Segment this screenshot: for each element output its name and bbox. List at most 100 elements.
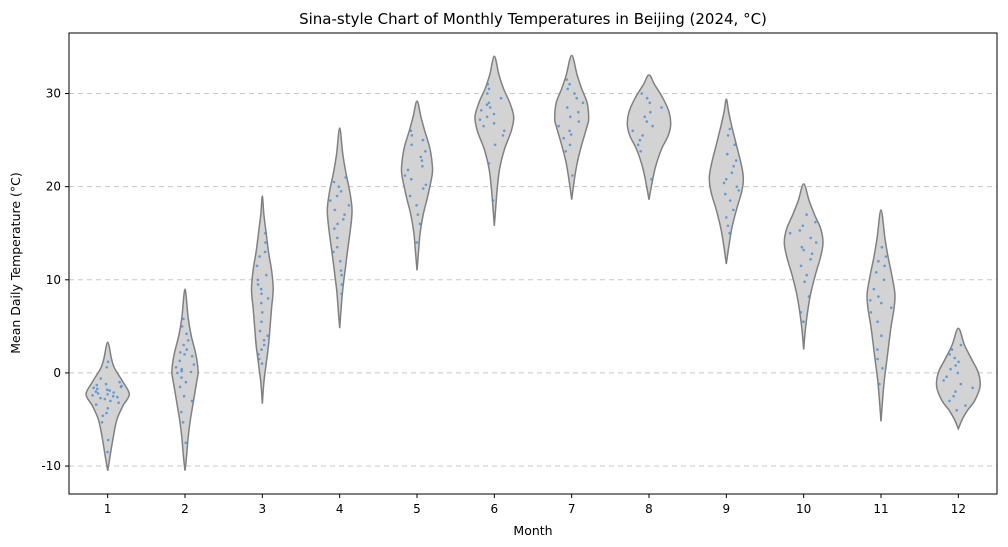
data-point-month-3-8 xyxy=(260,320,263,324)
data-point-month-9-2 xyxy=(725,216,728,219)
data-point-month-5-15 xyxy=(421,138,425,142)
data-point-month-6-2 xyxy=(493,143,497,147)
violins xyxy=(85,54,981,471)
data-point-month-1-24 xyxy=(95,383,99,387)
data-point-month-1-8 xyxy=(109,399,112,403)
data-point-month-12-5 xyxy=(971,386,974,390)
data-point-month-6-4 xyxy=(503,129,506,133)
data-point-month-5-7 xyxy=(410,177,413,181)
data-point-month-8-3 xyxy=(638,138,642,142)
data-point-month-5-17 xyxy=(409,129,413,133)
data-point-month-9-15 xyxy=(726,134,730,137)
data-point-month-7-2 xyxy=(568,143,572,147)
data-point-month-11-16 xyxy=(884,255,888,258)
x-tick-label-9: 9 xyxy=(723,502,731,516)
data-point-month-3-5 xyxy=(262,339,266,342)
data-point-month-5-3 xyxy=(415,204,418,207)
data-point-month-1-9 xyxy=(103,397,107,401)
data-point-month-3-7 xyxy=(258,329,262,333)
data-point-month-3-20 xyxy=(264,241,267,244)
y-tick-label-20: 20 xyxy=(46,180,61,194)
data-point-month-2-14 xyxy=(178,359,182,363)
data-point-month-1-21 xyxy=(92,386,95,390)
x-tick-label-10: 10 xyxy=(796,502,811,516)
data-point-month-6-10 xyxy=(480,109,483,112)
data-point-month-12-12 xyxy=(957,360,960,364)
data-point-month-7-10 xyxy=(566,106,569,109)
x-axis-label: Month xyxy=(513,523,552,538)
data-point-month-2-11 xyxy=(180,367,183,371)
data-point-month-11-5 xyxy=(876,320,879,324)
data-point-month-6-0 xyxy=(491,199,495,202)
data-point-month-1-20 xyxy=(96,387,99,391)
x-tick-label-11: 11 xyxy=(873,502,888,516)
violin-month-8 xyxy=(626,74,672,200)
data-point-month-5-1 xyxy=(418,222,422,226)
data-point-month-10-0 xyxy=(802,320,805,324)
data-point-month-10-15 xyxy=(814,220,817,224)
data-point-month-5-16 xyxy=(410,134,414,137)
data-point-month-6-16 xyxy=(487,87,491,91)
data-point-month-6-6 xyxy=(492,122,496,125)
data-point-month-8-5 xyxy=(631,129,635,133)
data-point-month-12-3 xyxy=(952,394,955,398)
data-point-month-11-7 xyxy=(890,306,893,310)
grid-lines xyxy=(69,93,997,467)
data-point-month-9-3 xyxy=(732,208,735,212)
data-point-month-4-1 xyxy=(340,283,344,286)
data-point-month-1-12 xyxy=(111,394,115,398)
data-point-month-1-10 xyxy=(99,396,102,400)
data-point-month-10-13 xyxy=(798,229,802,232)
data-point-month-5-6 xyxy=(424,183,428,187)
data-point-month-5-10 xyxy=(421,164,424,168)
violin-month-2 xyxy=(171,288,199,471)
violin-month-5 xyxy=(400,100,434,271)
data-point-month-2-3 xyxy=(190,399,194,403)
data-point-month-8-10 xyxy=(660,106,663,109)
data-point-month-12-4 xyxy=(954,390,957,393)
y-axis: -10 0 10 20 30 xyxy=(41,87,69,473)
data-point-month-3-12 xyxy=(260,292,263,296)
data-point-month-2-23 xyxy=(182,317,185,321)
data-point-month-5-5 xyxy=(421,187,425,190)
data-point-month-12-6 xyxy=(959,382,963,386)
data-point-month-5-13 xyxy=(424,150,427,153)
data-point-month-10-1 xyxy=(799,311,803,314)
data-point-month-10-3 xyxy=(803,280,806,284)
data-point-month-12-2 xyxy=(948,399,951,403)
data-point-month-3-4 xyxy=(262,343,266,347)
data-point-month-12-10 xyxy=(949,367,952,371)
data-point-month-3-9 xyxy=(261,311,264,314)
data-point-month-2-13 xyxy=(192,363,196,366)
data-point-month-3-21 xyxy=(264,231,267,235)
data-point-month-7-6 xyxy=(557,124,560,128)
violin-month-1 xyxy=(85,341,131,471)
data-point-month-1-3 xyxy=(101,414,105,418)
data-point-month-1-15 xyxy=(96,392,100,395)
data-point-month-11-6 xyxy=(869,311,873,314)
data-point-month-1-16 xyxy=(112,391,115,394)
data-point-month-4-8 xyxy=(333,227,336,230)
data-point-month-12-14 xyxy=(948,353,951,356)
data-point-month-5-2 xyxy=(416,213,420,216)
data-point-month-9-6 xyxy=(737,189,740,192)
data-point-month-5-4 xyxy=(408,194,412,198)
data-point-month-1-2 xyxy=(100,421,104,424)
data-point-month-7-4 xyxy=(569,133,573,136)
data-point-month-4-0 xyxy=(340,292,343,296)
data-point-month-11-1 xyxy=(881,367,884,370)
data-point-month-2-21 xyxy=(185,332,188,336)
data-point-month-11-0 xyxy=(878,382,881,386)
data-point-month-9-8 xyxy=(722,181,726,185)
data-point-month-1-25 xyxy=(104,382,108,386)
data-point-month-10-2 xyxy=(807,295,811,298)
data-point-month-2-9 xyxy=(189,370,193,374)
data-point-month-6-17 xyxy=(486,82,490,86)
data-point-month-2-15 xyxy=(190,354,194,358)
data-point-month-8-0 xyxy=(650,177,653,181)
data-point-month-12-11 xyxy=(954,364,957,367)
data-point-month-10-9 xyxy=(800,245,804,249)
data-point-month-6-14 xyxy=(499,96,503,100)
data-point-month-5-14 xyxy=(410,143,413,147)
data-point-month-11-12 xyxy=(882,278,886,282)
